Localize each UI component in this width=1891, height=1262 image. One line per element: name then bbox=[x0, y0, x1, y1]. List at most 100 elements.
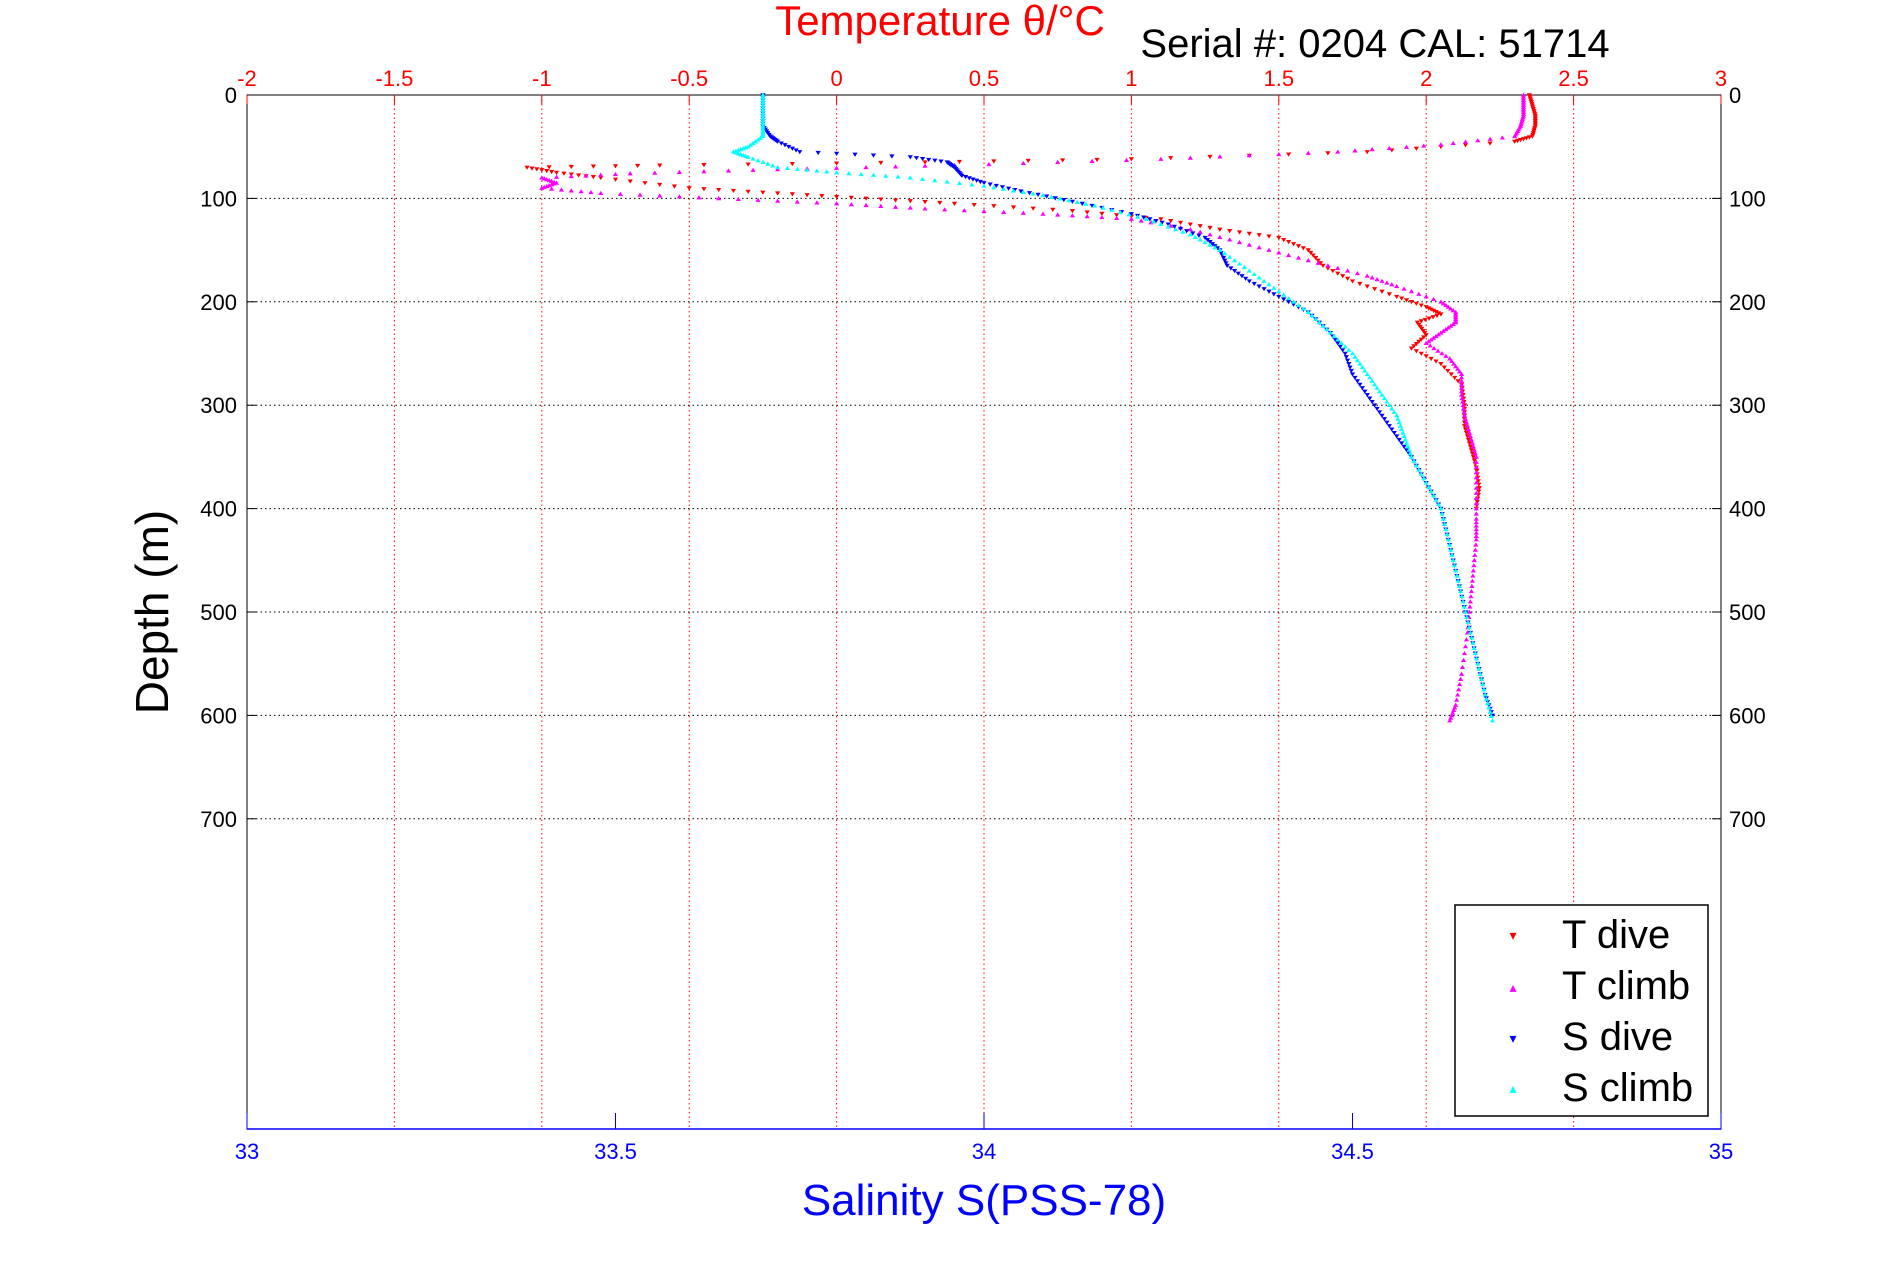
depth-tick-label-left: 400 bbox=[200, 497, 237, 522]
salinity-tick-label: 35 bbox=[1709, 1139, 1733, 1164]
s-climb-point bbox=[1309, 313, 1315, 318]
s-climb-point bbox=[883, 173, 889, 178]
s-dive-point bbox=[913, 156, 920, 161]
t-climb-point bbox=[1458, 382, 1465, 387]
t-climb-point bbox=[1467, 599, 1474, 604]
s-dive-point bbox=[1281, 297, 1287, 302]
t-climb-point bbox=[1364, 273, 1370, 278]
t-dive-point bbox=[1434, 313, 1440, 318]
t-climb-point bbox=[1460, 657, 1467, 663]
t-dive-point bbox=[539, 168, 545, 173]
t-climb-point bbox=[1435, 348, 1441, 353]
s-climb-point bbox=[1391, 409, 1397, 414]
s-climb-point bbox=[1394, 413, 1400, 418]
t-dive-point bbox=[1465, 437, 1472, 443]
s-climb-point bbox=[1281, 292, 1287, 297]
depth-tick-label-left: 200 bbox=[200, 290, 237, 315]
s-dive-point bbox=[962, 175, 969, 180]
s-climb-point bbox=[1197, 237, 1203, 242]
t-dive-point bbox=[1394, 294, 1400, 300]
t-climb-point bbox=[1055, 159, 1061, 165]
s-dive-point bbox=[1379, 413, 1385, 418]
s-dive-point bbox=[1343, 355, 1349, 360]
legend-label-t-dive: T dive bbox=[1562, 913, 1670, 957]
s-climb-point bbox=[750, 140, 756, 146]
s-dive-point bbox=[1344, 358, 1351, 363]
t-climb-point bbox=[1426, 339, 1432, 344]
legend-label-s-climb: S climb bbox=[1562, 1066, 1693, 1110]
s-climb-point bbox=[1402, 437, 1408, 442]
t-dive-point bbox=[544, 169, 550, 174]
s-climb-point bbox=[1066, 198, 1072, 203]
t-dive-point bbox=[1512, 139, 1518, 144]
t-dive-point bbox=[1474, 499, 1480, 505]
series-s-climb bbox=[730, 92, 1496, 723]
depth-tick-label-right: 100 bbox=[1729, 186, 1766, 211]
depth-tick-label-left: 0 bbox=[225, 83, 237, 108]
t-climb-point bbox=[1464, 423, 1471, 428]
temperature-tick-label: 2 bbox=[1420, 66, 1432, 91]
s-dive-point bbox=[1374, 406, 1380, 412]
s-climb-point bbox=[1384, 399, 1390, 404]
t-climb-point bbox=[1460, 406, 1467, 411]
s-climb-point bbox=[1057, 196, 1063, 201]
t-dive-point bbox=[1364, 284, 1370, 289]
t-climb-point bbox=[1470, 568, 1476, 573]
s-climb-point bbox=[1430, 493, 1437, 498]
s-climb-point bbox=[1374, 385, 1380, 390]
t-climb-point bbox=[598, 172, 604, 177]
s-climb-point bbox=[760, 115, 766, 121]
t-climb-point bbox=[1369, 275, 1375, 280]
s-climb-point bbox=[1256, 275, 1262, 280]
s-climb-point bbox=[1403, 440, 1410, 445]
s-climb-point bbox=[1445, 537, 1451, 542]
s-dive-point bbox=[1396, 437, 1402, 443]
s-dive-point bbox=[1246, 279, 1252, 284]
s-climb-point bbox=[1395, 416, 1401, 421]
s-climb-point bbox=[1187, 232, 1193, 237]
t-climb-point bbox=[676, 169, 682, 175]
t-climb-point bbox=[1448, 306, 1454, 311]
t-dive-point bbox=[635, 163, 641, 169]
s-dive-point bbox=[999, 185, 1006, 190]
s-dive-point bbox=[1340, 348, 1346, 353]
t-dive-point bbox=[789, 161, 795, 167]
t-climb-point bbox=[1069, 213, 1076, 218]
s-climb-point bbox=[1327, 330, 1333, 335]
temperature-tick-label: -1.5 bbox=[375, 66, 413, 91]
s-climb-point bbox=[750, 156, 756, 161]
s-climb-point bbox=[919, 176, 926, 181]
s-dive-point bbox=[1251, 281, 1257, 287]
t-dive-point bbox=[627, 179, 633, 184]
s-dive-point bbox=[1196, 233, 1202, 238]
t-dive-point bbox=[1470, 455, 1476, 460]
s-climb-point bbox=[1143, 216, 1149, 221]
t-climb-point bbox=[1450, 140, 1456, 146]
t-dive-point bbox=[1364, 150, 1370, 155]
s-dive-point bbox=[1386, 424, 1392, 429]
t-dive-point bbox=[848, 195, 854, 200]
t-climb-point bbox=[1472, 552, 1478, 557]
t-climb-point bbox=[1374, 276, 1380, 282]
t-climb-point bbox=[1123, 157, 1130, 162]
t-climb-point bbox=[568, 188, 574, 193]
s-climb-point bbox=[1359, 364, 1365, 370]
s-climb-point bbox=[834, 170, 840, 175]
s-dive-point bbox=[1348, 368, 1354, 374]
t-climb-point bbox=[814, 200, 820, 205]
t-climb-point bbox=[1459, 664, 1466, 669]
t-climb-point bbox=[1467, 604, 1473, 609]
t-dive-point bbox=[745, 189, 751, 194]
s-climb-point bbox=[1231, 258, 1238, 263]
s-climb-point bbox=[1251, 271, 1257, 277]
legend: ▾ T dive ▴ T climb ▾ S dive ▴ S climb bbox=[1454, 904, 1709, 1117]
t-climb-point bbox=[1187, 227, 1193, 232]
t-climb-point bbox=[1457, 676, 1464, 682]
s-dive-point bbox=[1052, 196, 1058, 201]
s-climb-point bbox=[1426, 484, 1432, 489]
s-climb-point bbox=[907, 175, 913, 180]
depth-axis-title: Depth (m) bbox=[126, 510, 178, 714]
s-climb-point bbox=[1150, 219, 1157, 224]
t-climb-point bbox=[750, 167, 756, 172]
s-dive-point bbox=[970, 177, 976, 182]
